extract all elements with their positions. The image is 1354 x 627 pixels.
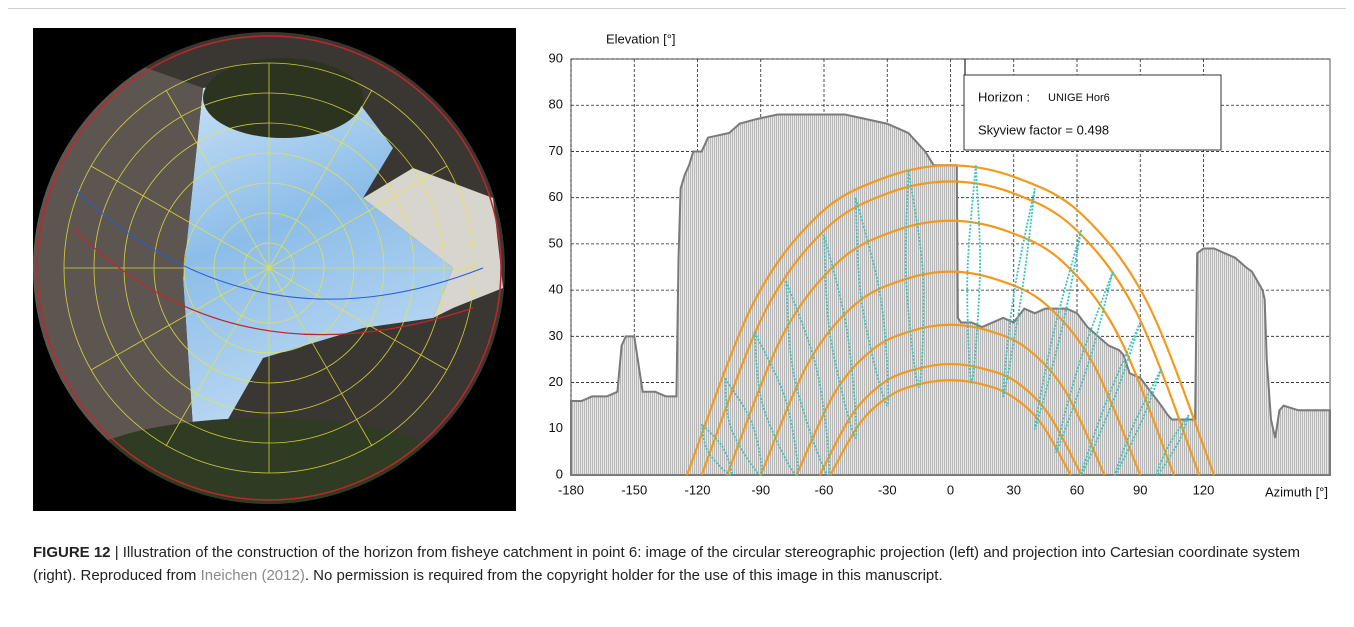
x-tick-label: -120 [684,482,710,497]
y-tick-label: 90 [549,50,563,65]
caption-label: FIGURE 12 [33,544,111,561]
caption-text: | Illustration of the construction of th… [33,544,1301,584]
caption-text-end: . No permission is required from the cop… [304,567,943,584]
analemma [854,197,890,407]
analemma [700,423,733,476]
analemma [753,331,799,476]
analemma [823,234,858,439]
x-tick-label: 0 [947,482,954,497]
x-tick-label: 30 [1007,482,1021,497]
annotation-box [963,74,1222,151]
caption: FIGURE 12 | Illustration of the construc… [33,541,1328,587]
x-tick-label: -150 [621,482,647,497]
annotation-name: UNIGE Hor6 [1048,92,1110,104]
citation-link[interactable]: Ineichen (2012) [200,567,305,584]
x-tick-label: -90 [751,482,770,497]
analemma [1155,414,1190,476]
y-tick-label: 70 [549,143,563,158]
sun-path [700,180,1201,476]
analemma [724,377,763,476]
y-tick-label: 10 [549,420,563,435]
annotation-text: Skyview factor = 0.498 [978,122,1109,137]
y-tick-label: 40 [549,282,563,297]
analemma [1080,322,1142,476]
y-tick-label: 60 [549,189,563,204]
sun-path [725,219,1176,476]
chart: Elevation [°] Azimuth [°] Horizon : UNIG… [549,31,1331,499]
y-tick-label: 20 [549,374,563,389]
analemma [1033,229,1083,430]
fisheye-image [33,28,516,511]
analemma [966,165,981,384]
x-tick-label: 60 [1070,482,1084,497]
y-tick-label: 30 [549,328,563,343]
analemma [785,280,831,476]
x-tick-label: -180 [558,482,584,497]
analemma [1002,188,1036,398]
sun-path [829,379,1072,476]
y-tick-label: 0 [556,466,563,481]
sun-path [685,164,1216,476]
analemma [1054,271,1114,453]
marks [570,113,1331,476]
figure-border [8,8,1346,9]
x-tick-label: -30 [878,482,897,497]
annotation-label: Horizon : [978,89,1030,104]
x-tick-label: 120 [1193,482,1215,497]
y-tick-label: 50 [549,235,563,250]
analemma [904,169,925,389]
analemma [1114,368,1163,476]
x-tick-label: -60 [815,482,834,497]
x-tick-label: 90 [1133,482,1147,497]
x-axis-label: Azimuth [°] [1265,484,1328,499]
y-tick-label: 80 [549,97,563,112]
sun-path [759,270,1142,476]
y-axis-label: Elevation [°] [606,31,676,46]
